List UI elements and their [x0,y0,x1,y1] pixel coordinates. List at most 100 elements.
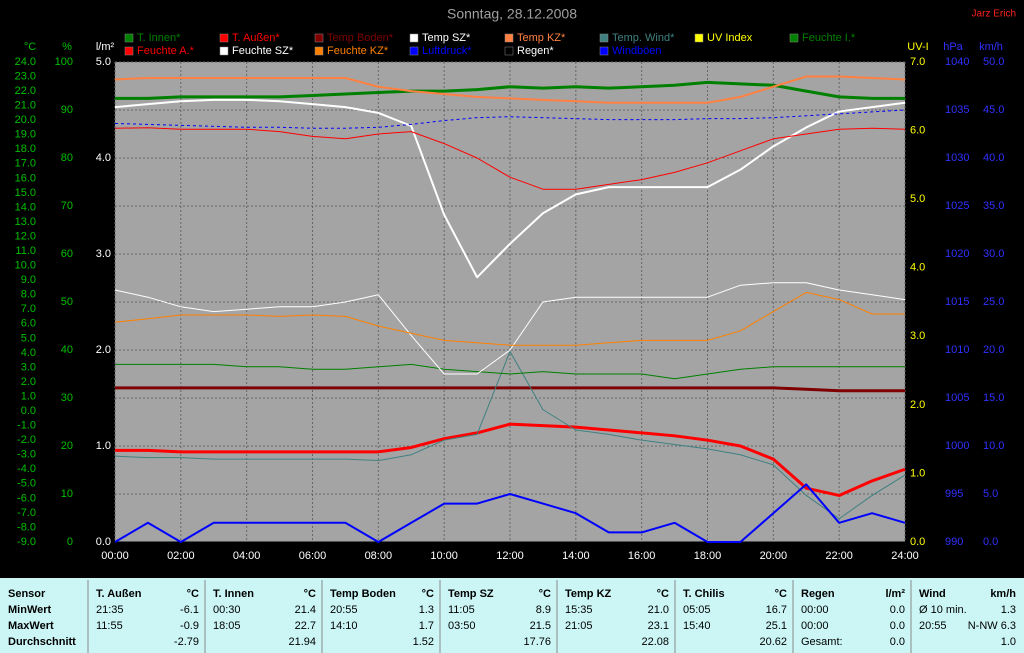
x-tick-label: 10:00 [430,550,458,562]
legend-label: T. Innen* [137,32,181,44]
x-tick-label: 14:00 [562,550,590,562]
y-tick-label: -6.0 [17,492,36,504]
legend-swatch [409,46,419,56]
y-tick-label: 80 [61,152,73,164]
x-tick-label: 24:00 [891,550,919,562]
cell-value: 22.7 [295,620,316,632]
group-name: Temp KZ [565,588,612,600]
cell-time: 15:40 [683,620,711,632]
legend-swatch [504,46,514,56]
y-tick-label: 0.0 [96,536,111,548]
y-tick-label: 9.0 [21,274,36,286]
y-tick-label: 1000 [945,440,969,452]
cell-time: 00:30 [213,604,241,616]
series-line [114,282,906,375]
y-tick-label: 20.0 [983,344,1004,356]
cell-value: 23.1 [648,620,669,632]
legend-swatch [599,46,609,56]
group-unit: °C [539,588,551,600]
cell-value: 20.62 [759,636,787,648]
series-line [114,350,906,520]
y-tick-label: 35.0 [983,200,1004,212]
group-unit: l/m² [885,588,905,600]
group-unit: °C [304,588,316,600]
x-tick-label: 06:00 [299,550,327,562]
x-tick-label: 00:00 [101,550,129,562]
cell-time: Ø 10 min. [919,604,967,616]
legend-swatch [219,33,229,43]
row-label: Durchschnitt [8,636,76,648]
cell-time: 21:05 [565,620,593,632]
y-tick-label: 5.0 [21,332,36,344]
y-tick-label: 1.0 [21,390,36,402]
y-tick-label: 1010 [945,344,969,356]
y-tick-label: 30 [61,392,73,404]
y-tick-label: 30.0 [983,248,1004,260]
cell-value: 1.3 [419,604,434,616]
y-tick-label: 10 [61,488,73,500]
cell-value: 1.7 [419,620,434,632]
x-tick-label: 16:00 [628,550,656,562]
cell-time: 20:55 [330,604,358,616]
x-tick-label: 22:00 [825,550,853,562]
series-line [114,75,906,104]
y-tick-label: 0.0 [21,405,36,417]
y-tick-label: 40 [61,344,73,356]
cell-time: 20:55 [919,620,947,632]
cell-value: -0.9 [180,620,199,632]
cell-value: 25.1 [766,620,787,632]
y-tick-label: -8.0 [17,521,36,533]
table-background [0,578,1024,653]
stats-table: Sensor MinWert MaxWert Durchschnitt T. Außen… [8,580,1016,653]
y-tick-label: 16.0 [15,172,36,184]
legend-label: UV Index [707,32,753,44]
y-tick-label: 90 [61,104,73,116]
cell-value: 21.0 [648,604,669,616]
legend-swatch [124,33,134,43]
legend-label: Temp. Wind* [612,32,675,44]
y-tick-label: 21.0 [15,100,36,112]
legend-label: Windböen [612,45,662,57]
legend-label: Luftdruck* [422,45,472,57]
series-line [114,291,905,346]
cell-value: 1.0 [1001,636,1016,648]
group-name: Wind [919,588,946,600]
x-tick-label: 12:00 [496,550,524,562]
y-tick-label: 20.0 [15,114,36,126]
legend-swatch [504,33,514,43]
legend-swatch [314,46,324,56]
y-tick-label: 0.0 [983,536,998,548]
y-tick-label: -7.0 [17,507,36,519]
cell-time: 15:35 [565,604,593,616]
group-unit: °C [187,588,199,600]
legend-swatch [124,46,134,56]
author: Jarz Erich [972,9,1016,20]
row-label: MaxWert [8,620,54,632]
x-tick-label: 20:00 [760,550,788,562]
axis-label: °C [24,41,36,53]
cell-value: 21.4 [295,604,316,616]
legend-label: T. Außen* [232,32,280,44]
cell-time: 18:05 [213,620,241,632]
y-tick-label: 23.0 [15,70,36,82]
cell-value: N-NW 6.3 [968,620,1016,632]
group-name: Temp Boden [330,588,396,600]
row-label: Sensor [8,588,46,600]
y-tick-label: 2.0 [910,399,925,411]
y-tick-label: 5.0 [983,488,998,500]
y-tick-label: 60 [61,248,73,260]
y-tick-label: 7.0 [21,303,36,315]
y-tick-label: -3.0 [17,449,36,461]
y-tick-label: -4.0 [17,463,36,475]
axis-label: km/h [979,41,1003,53]
y-tick-label: 6.0 [21,318,36,330]
legend-label: Feuchte KZ* [327,45,389,57]
y-tick-label: 50.0 [983,56,1004,68]
y-tick-label: 3.0 [96,248,111,260]
cell-value: 0.0 [890,636,905,648]
series-line [114,127,906,190]
cell-time: 05:05 [683,604,711,616]
y-tick-label: 1.0 [96,440,111,452]
cell-time: 14:10 [330,620,358,632]
y-tick-label: 24.0 [15,56,36,68]
